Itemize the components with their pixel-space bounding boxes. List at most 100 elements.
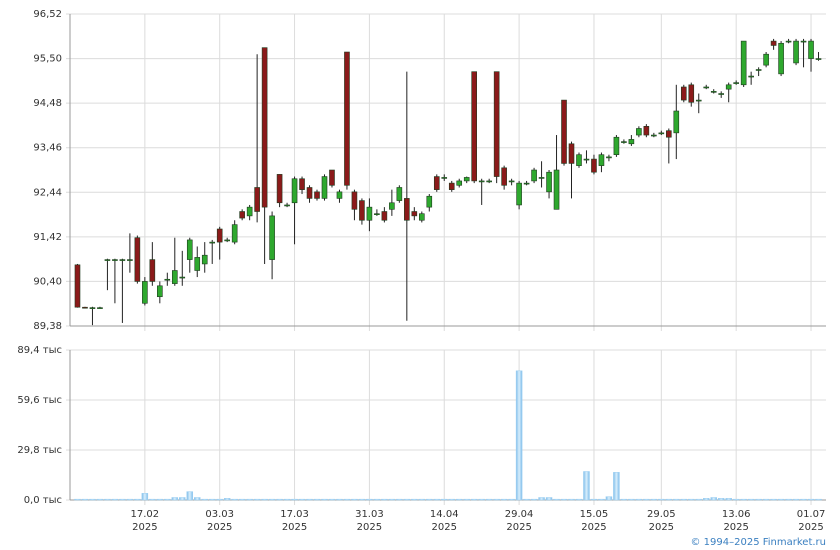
volume-bar [111, 498, 119, 501]
volume-bar [201, 498, 208, 501]
volume-bar [478, 498, 485, 501]
candle-body [171, 270, 178, 284]
candle-body [269, 215, 275, 260]
volume-bar [96, 498, 104, 501]
candle-body [419, 213, 425, 221]
candle-body [209, 241, 216, 244]
candle-body [755, 69, 762, 71]
candle-body [553, 169, 560, 210]
x-tick-label: 29.05 [647, 509, 676, 520]
candle-body [186, 239, 193, 260]
volume-bar [688, 498, 695, 501]
x-tick-label: 31.03 [355, 509, 384, 520]
candle-body [142, 281, 148, 304]
volume-bar [276, 498, 283, 501]
volume-bar [351, 498, 358, 501]
y-tick-label: 89,38 [33, 321, 62, 332]
candle-body [433, 176, 440, 190]
volume-bar [575, 498, 583, 501]
candle-body [224, 239, 230, 242]
x-tick-label: 2025 [282, 522, 307, 533]
volume-bar [545, 497, 553, 501]
volume-bar [523, 498, 530, 501]
candle-body [478, 180, 485, 183]
volume-bar [403, 498, 411, 501]
candle-body [591, 158, 597, 173]
y-tick-label: 89,4 тыс [17, 345, 62, 356]
candle-body [815, 58, 822, 60]
candle-body [725, 84, 732, 90]
volume-bar [485, 498, 493, 501]
candle-body [404, 198, 410, 221]
candle-body [561, 99, 567, 164]
candle-body [636, 128, 642, 136]
candle-body [800, 40, 807, 43]
volume-bar [231, 498, 238, 501]
y-tick-label: 93,46 [33, 143, 62, 154]
volume-bar [298, 498, 306, 501]
volume-bar [665, 498, 673, 501]
candle-body [606, 156, 612, 159]
candle-body [261, 47, 268, 208]
candle-body [179, 276, 186, 279]
volume-bar [238, 498, 246, 501]
volume-bar [500, 498, 508, 501]
candle-body [516, 182, 522, 206]
candle-body [389, 202, 395, 210]
volume-bar [598, 498, 605, 501]
volume-bar [710, 497, 717, 501]
x-tick-label: 29.04 [505, 509, 534, 520]
candle-body [441, 177, 448, 179]
x-tick-label: 15.05 [580, 509, 609, 520]
volume-bar [328, 498, 336, 501]
candle-body [284, 204, 290, 207]
volume-bar [770, 498, 777, 501]
candle-body [119, 259, 126, 261]
candle-body [426, 195, 433, 208]
volume-bar [134, 498, 141, 501]
footer: © 1994–2025 Finmarket.ru [690, 537, 826, 548]
candle-body [583, 158, 590, 161]
volume-bar [246, 498, 253, 501]
candle-body [793, 40, 799, 64]
y-tick-label: 92,44 [33, 187, 62, 198]
volume-bar [104, 498, 111, 501]
candle-body [448, 182, 455, 190]
candle-body [763, 53, 769, 66]
candle-body [688, 84, 695, 103]
volume-bar [313, 498, 321, 501]
candle-body [531, 169, 537, 182]
volume-bar [613, 472, 620, 501]
candle-body [127, 259, 133, 261]
x-tick-label: 14.04 [430, 509, 459, 520]
candle-body [74, 264, 81, 308]
y-tick-label: 29,8 тыс [17, 445, 62, 456]
volume-bar [216, 498, 223, 501]
panel: 0,0 тыс 29,8 тыс 59,6 тыс 89,4 тыс 17.02 2025… [17, 345, 826, 533]
y-tick-label: 90,40 [33, 276, 62, 287]
candle-body [778, 42, 784, 75]
volume-bar [815, 498, 822, 501]
volume-bar [717, 498, 725, 501]
volume-bar [762, 498, 770, 501]
candle-body [501, 167, 507, 186]
candle-body [149, 259, 156, 282]
candle-body [351, 191, 358, 210]
candle-body [673, 110, 680, 134]
volume-bar [702, 498, 710, 501]
x-tick-label: 13.06 [722, 509, 751, 520]
volume-bar [590, 498, 598, 501]
volume-bar [366, 498, 373, 501]
volume-bar [268, 498, 276, 501]
candle-body [254, 187, 260, 212]
volume-bar [291, 498, 298, 501]
candle-body [291, 178, 298, 204]
candle-body [695, 99, 702, 102]
volume-bar [658, 498, 665, 501]
candle-body [216, 228, 223, 243]
candle-body [463, 177, 470, 182]
volume-bar [411, 498, 418, 501]
volume-bar [223, 498, 231, 501]
x-tick-label: 2025 [723, 522, 748, 533]
volume-bar [433, 498, 441, 501]
